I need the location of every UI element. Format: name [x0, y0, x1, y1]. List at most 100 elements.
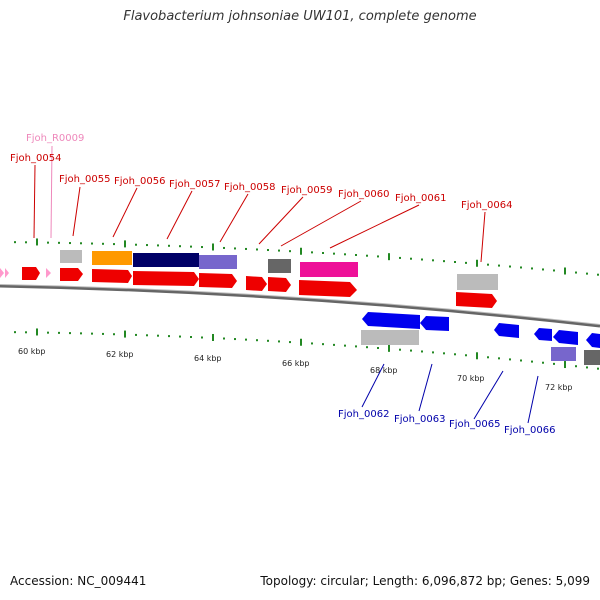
minor-tick — [553, 362, 555, 365]
minor-tick — [278, 340, 280, 343]
minor-tick — [179, 335, 181, 338]
gene-label-fjoh-0066[interactable]: Fjoh_0066 — [504, 425, 555, 436]
genome-backbone-highlight — [0, 284, 600, 325]
minor-tick — [91, 242, 93, 245]
minor-tick — [443, 260, 445, 263]
major-tick — [36, 328, 38, 336]
minor-tick — [157, 334, 159, 337]
tick-label-60kbp: 60 kbp — [18, 347, 46, 356]
minor-tick — [542, 361, 544, 364]
minor-tick — [190, 245, 192, 248]
minor-tick — [102, 242, 104, 245]
gene-arrow-fjoh-0059b[interactable] — [268, 277, 291, 292]
minor-tick — [465, 354, 467, 357]
minor-tick — [201, 336, 203, 339]
minor-tick — [14, 331, 16, 334]
tick-label-64kbp: 64 kbp — [194, 354, 222, 363]
minor-tick — [597, 367, 599, 370]
gene-arrow-fjoh-0056[interactable] — [92, 269, 132, 283]
minor-tick — [311, 251, 313, 254]
cog-block — [133, 253, 199, 267]
minor-tick — [267, 249, 269, 252]
gene-label-fjoh-0061[interactable]: Fjoh_0061 — [395, 193, 446, 204]
minor-tick — [179, 245, 181, 248]
cog-block — [60, 250, 82, 263]
minor-tick — [289, 341, 291, 344]
minor-tick — [289, 250, 291, 253]
minor-tick — [366, 254, 368, 257]
gene-arrow-fjoh-0057[interactable] — [133, 271, 199, 286]
minor-tick — [586, 272, 588, 275]
gene-label-fjoh-0065[interactable]: Fjoh_0065 — [449, 419, 500, 430]
gene-label-fjoh-0057[interactable]: Fjoh_0057 — [169, 179, 220, 190]
minor-tick — [443, 352, 445, 355]
minor-tick — [47, 331, 49, 334]
minor-tick — [377, 255, 379, 258]
minor-tick — [597, 273, 599, 276]
minor-tick — [421, 350, 423, 353]
minor-tick — [344, 253, 346, 256]
gene-arrow-fjoh-0062[interactable] — [362, 312, 420, 329]
gene-arrow-fjoh-0063[interactable] — [420, 316, 449, 331]
major-tick — [124, 240, 126, 248]
minor-tick — [421, 258, 423, 261]
minor-tick — [344, 344, 346, 347]
minor-tick — [80, 242, 82, 245]
gene-label-fjoh-0059[interactable]: Fjoh_0059 — [281, 185, 332, 196]
gene-arrow-fjoh-0060[interactable] — [299, 280, 357, 297]
accession-text: Accession: NC_009441 — [10, 574, 147, 588]
gene-label-fjoh-0058[interactable]: Fjoh_0058 — [224, 182, 275, 193]
minor-tick — [410, 257, 412, 260]
minor-tick — [146, 244, 148, 247]
minor-tick — [377, 347, 379, 350]
minor-tick — [234, 247, 236, 250]
gene-arrow-fjoh-0066b[interactable] — [553, 330, 578, 345]
tick-label-66kbp: 66 kbp — [282, 359, 310, 368]
minor-tick — [267, 339, 269, 342]
gene-arrow-edge[interactable] — [586, 333, 600, 348]
major-tick — [300, 338, 302, 346]
minor-tick — [190, 336, 192, 339]
forward-gene-labels: Fjoh_0054 Fjoh_0055 Fjoh_0056 Fjoh_0057 … — [10, 153, 512, 211]
gene-arrow-fjoh-0059a[interactable] — [246, 276, 267, 291]
forward-strand-genes — [0, 250, 498, 308]
rna-label-fjoh-r0009[interactable]: Fjoh_R0009 — [26, 133, 84, 144]
gene-label-fjoh-0064[interactable]: Fjoh_0064 — [461, 200, 512, 211]
minor-tick — [201, 246, 203, 249]
minor-tick — [355, 254, 357, 257]
minor-tick — [355, 345, 357, 348]
gene-label-fjoh-0062[interactable]: Fjoh_0062 — [338, 409, 389, 420]
gene-label-fjoh-0056[interactable]: Fjoh_0056 — [114, 176, 165, 187]
minor-tick — [80, 332, 82, 335]
cog-block — [268, 259, 291, 273]
minor-tick — [168, 335, 170, 338]
minor-tick — [135, 333, 137, 336]
gene-arrow-fjoh-0055[interactable] — [60, 268, 83, 281]
cog-block — [551, 347, 576, 361]
rna-feature-arrow — [46, 268, 51, 278]
minor-tick — [25, 241, 27, 244]
minor-tick — [465, 261, 467, 264]
tick-label-70kbp: 70 kbp — [457, 374, 485, 383]
major-tick — [300, 247, 302, 255]
major-tick — [36, 238, 38, 246]
minor-tick — [58, 331, 60, 334]
gene-arrow-fjoh-0058[interactable] — [199, 273, 237, 288]
tick-label-62kbp: 62 kbp — [106, 350, 134, 359]
gene-arrow-fjoh-0065[interactable] — [494, 323, 519, 338]
major-tick — [564, 361, 566, 369]
gene-arrow-fjoh-0064[interactable] — [456, 292, 497, 308]
minor-tick — [47, 241, 49, 244]
minor-tick — [113, 333, 115, 336]
gene-label-fjoh-0063[interactable]: Fjoh_0063 — [394, 414, 445, 425]
minor-tick — [223, 337, 225, 340]
minor-tick — [245, 338, 247, 341]
gene-arrow-fjoh-0054[interactable] — [22, 267, 40, 280]
gene-label-fjoh-0054[interactable]: Fjoh_0054 — [10, 153, 61, 164]
minor-tick — [586, 366, 588, 369]
gene-arrow-fjoh-0066a[interactable] — [534, 328, 552, 341]
minor-tick — [520, 266, 522, 269]
gene-label-fjoh-0055[interactable]: Fjoh_0055 — [59, 174, 110, 185]
major-tick — [476, 259, 478, 267]
gene-label-fjoh-0060[interactable]: Fjoh_0060 — [338, 189, 389, 200]
